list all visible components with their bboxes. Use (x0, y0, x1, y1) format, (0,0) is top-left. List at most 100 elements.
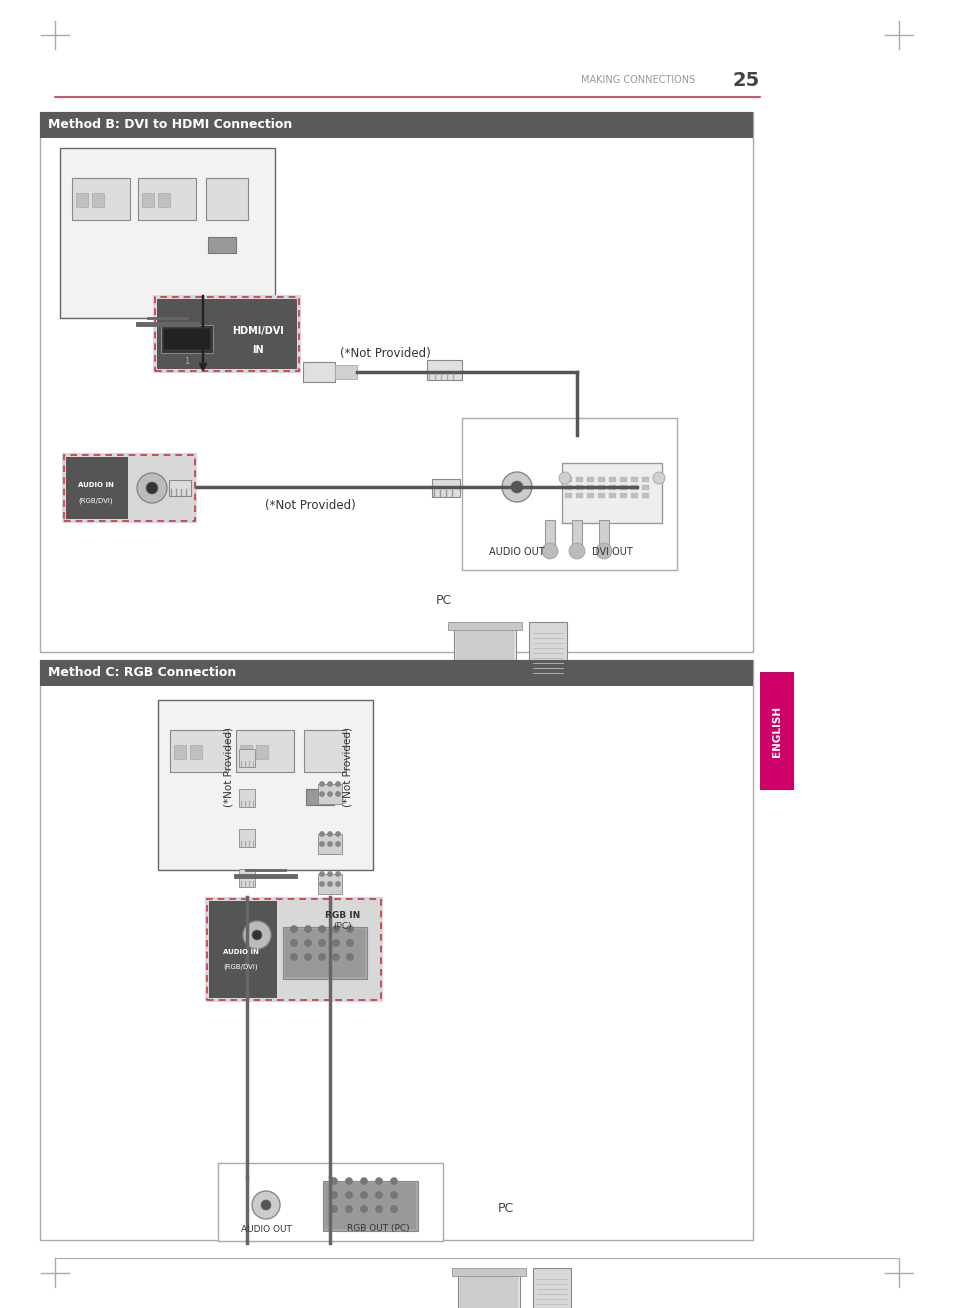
Circle shape (330, 1177, 337, 1185)
Bar (235, 730, 294, 772)
Circle shape (291, 954, 297, 960)
Circle shape (319, 882, 324, 887)
Circle shape (333, 939, 339, 947)
Text: Method C: RGB Connection: Method C: RGB Connection (48, 667, 236, 679)
Circle shape (345, 1177, 352, 1185)
Bar (529, 623, 566, 667)
Bar (169, 480, 191, 496)
Circle shape (330, 1192, 337, 1198)
Circle shape (375, 1206, 382, 1213)
Circle shape (390, 1206, 397, 1213)
Bar (71, 178, 130, 220)
Text: PC: PC (436, 594, 452, 607)
Bar (325, 1182, 416, 1230)
Bar (40, 661, 752, 1240)
Bar (239, 869, 254, 887)
Bar (572, 521, 581, 548)
Circle shape (243, 921, 271, 950)
Bar (641, 493, 648, 498)
Circle shape (335, 882, 340, 887)
Bar (157, 300, 222, 369)
Circle shape (261, 1199, 271, 1210)
Circle shape (558, 472, 571, 484)
Bar (255, 746, 268, 759)
Circle shape (319, 832, 324, 837)
Bar (586, 493, 594, 498)
Circle shape (318, 926, 325, 933)
Bar (619, 485, 626, 490)
Bar (564, 493, 572, 498)
Bar (561, 463, 661, 523)
Bar (222, 300, 296, 369)
Text: AUDIO IN: AUDIO IN (223, 950, 258, 955)
Bar (306, 789, 334, 804)
Circle shape (345, 1192, 352, 1198)
Circle shape (346, 954, 354, 960)
Bar (641, 485, 648, 490)
Bar (576, 493, 582, 498)
Text: ENGLISH: ENGLISH (771, 705, 781, 756)
Bar (452, 1267, 525, 1277)
Text: (PC): (PC) (334, 922, 352, 931)
Bar (206, 178, 248, 220)
Bar (598, 493, 604, 498)
Circle shape (390, 1192, 397, 1198)
Circle shape (335, 791, 340, 797)
Bar (283, 927, 367, 978)
Bar (218, 1163, 442, 1241)
Bar (240, 746, 252, 759)
Bar (586, 477, 594, 483)
Text: IN: IN (252, 345, 264, 354)
Bar (239, 749, 254, 766)
Bar (209, 901, 276, 998)
Circle shape (335, 832, 340, 837)
Bar (323, 1181, 417, 1231)
Text: PC: PC (497, 1202, 514, 1215)
Bar (40, 661, 752, 685)
Text: 25: 25 (732, 71, 760, 89)
Text: RGB IN: RGB IN (325, 910, 360, 920)
Bar (40, 112, 752, 651)
Bar (158, 194, 170, 207)
Circle shape (291, 926, 297, 933)
Bar (161, 324, 213, 353)
Bar (598, 477, 604, 483)
Text: 1: 1 (184, 357, 190, 366)
Circle shape (252, 1192, 280, 1219)
Bar (608, 493, 616, 498)
Text: AUDIO IN: AUDIO IN (78, 483, 113, 488)
Circle shape (360, 1177, 367, 1185)
Bar (544, 521, 555, 548)
Circle shape (596, 543, 612, 559)
Circle shape (291, 939, 297, 947)
Circle shape (319, 781, 324, 786)
Circle shape (327, 882, 333, 887)
Bar (598, 521, 608, 548)
Bar (285, 929, 365, 977)
Bar (158, 700, 373, 870)
Circle shape (304, 939, 312, 947)
Circle shape (252, 930, 262, 940)
Bar (432, 479, 459, 497)
Bar (760, 672, 793, 790)
Bar (317, 783, 341, 804)
Circle shape (333, 954, 339, 960)
Circle shape (327, 841, 333, 846)
Bar (76, 194, 88, 207)
Bar (152, 296, 301, 373)
Text: RGB OUT (PC): RGB OUT (PC) (346, 1224, 409, 1233)
Text: HDMI/DVI: HDMI/DVI (232, 326, 284, 336)
Bar (335, 365, 356, 379)
Bar (303, 362, 335, 382)
Circle shape (304, 926, 312, 933)
Circle shape (335, 871, 340, 876)
Bar (459, 1275, 517, 1308)
Bar (456, 629, 514, 664)
Circle shape (390, 1177, 397, 1185)
Circle shape (333, 926, 339, 933)
Circle shape (318, 939, 325, 947)
Bar (138, 178, 195, 220)
Circle shape (327, 871, 333, 876)
Bar (173, 746, 186, 759)
Bar (619, 493, 626, 498)
